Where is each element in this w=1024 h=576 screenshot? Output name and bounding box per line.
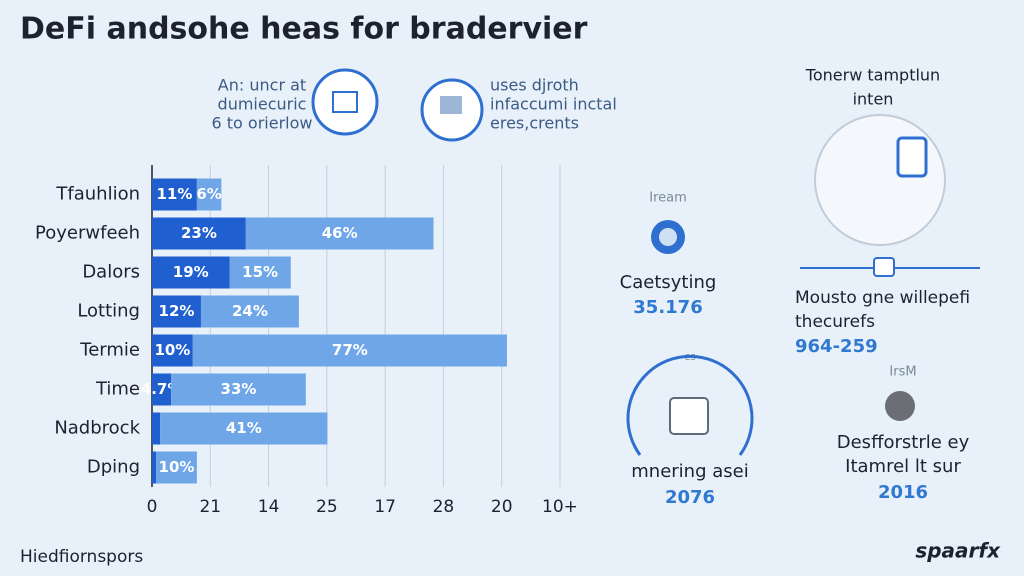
bar-segment — [192, 334, 507, 367]
value-label: 33% — [221, 380, 257, 398]
callout-line: infaccumi inctal — [490, 95, 617, 114]
value-label: 77% — [332, 341, 368, 359]
stat-value: 2076 — [665, 487, 715, 508]
value-label: 11% — [156, 185, 192, 203]
stat-tag: Iream — [649, 191, 687, 206]
bar-segment — [152, 256, 230, 289]
stat-label: Itamrel lt sur — [845, 456, 961, 477]
icon-glyph — [332, 91, 358, 113]
icon — [885, 391, 915, 421]
callout: An: uncr at dumiecuric 6 to orierlow — [212, 68, 379, 136]
value-label: 10% — [154, 341, 190, 359]
stat-label: mnering asei — [631, 461, 748, 482]
stat-label: Desfforstrle ey — [837, 432, 970, 453]
y-tick-label: Lotting — [77, 301, 140, 322]
value-label: 12% — [159, 302, 195, 320]
bar-segment — [229, 256, 291, 289]
bar-chart: 0 21 14 25 17 28 20 10+ Tfauhlion 11% 6% Poyerwfeeh… — [35, 165, 578, 517]
icon-ring — [626, 354, 754, 456]
x-tick-label: 20 — [491, 497, 513, 517]
y-tick-label: Dalors — [82, 262, 140, 283]
y-tick-label: Dping — [87, 457, 140, 478]
stat-heading: inten — [853, 90, 894, 109]
y-tick-label: Nadbrock — [54, 418, 140, 439]
callout-line: uses djroth — [490, 76, 579, 95]
bar-segment — [152, 217, 246, 250]
callout-line: eres,crents — [490, 114, 579, 133]
bar-segment — [196, 178, 222, 211]
x-tick-label: 10+ — [542, 497, 578, 517]
title: DeFi andsohe heas for bradervier — [20, 12, 588, 47]
stat-label: thecurefs — [795, 312, 875, 332]
footer-brand: spaarfx — [915, 539, 1001, 563]
stat-value: 35.176 — [633, 297, 702, 318]
value-label: 46% — [322, 224, 358, 242]
icon-glyph — [659, 228, 677, 246]
x-tick-label: 21 — [199, 497, 221, 517]
callout-line: 6 to orierlow — [212, 114, 313, 133]
value-label: 6% — [196, 185, 221, 203]
icon-glyph — [896, 136, 928, 178]
stat-label: Mousto gne willepefi — [795, 288, 970, 308]
callout: uses djroth infaccumi inctal eres,crents — [420, 76, 617, 142]
value-label: 23% — [181, 224, 217, 242]
y-tick-label: Tfauhlion — [55, 184, 140, 205]
x-tick-label: 17 — [374, 497, 396, 517]
bar-segment — [200, 295, 299, 328]
callout-line: dumiecuric — [218, 95, 307, 114]
stat-label: Caetsyting — [620, 272, 717, 293]
footer-source: Hiedfiornspors — [20, 547, 143, 567]
value-label: 15% — [242, 263, 278, 281]
stat-value: 2016 — [878, 482, 928, 503]
stat-value: 964-259 — [795, 336, 878, 357]
x-tick-label: 14 — [258, 497, 280, 517]
bar-segment — [152, 373, 172, 406]
bar-segment — [152, 295, 201, 328]
value-label: 10% — [159, 458, 195, 476]
callout-line: An: uncr at — [218, 76, 306, 95]
x-tick-label: 28 — [433, 497, 455, 517]
bar-segment — [152, 178, 197, 211]
bar-segment — [152, 451, 157, 484]
icon-ring — [814, 114, 946, 246]
icon-glyph — [440, 96, 462, 114]
y-tick-label: Time — [95, 379, 140, 400]
value-label: 24% — [232, 302, 268, 320]
icon-glyph — [669, 397, 709, 435]
bar-segment — [160, 412, 328, 445]
stat-tag: IrsM — [889, 365, 916, 380]
stat-heading: Tonerw tamptlun — [805, 66, 940, 85]
y-tick-label: Termie — [79, 340, 140, 361]
x-tick-label: 25 — [316, 497, 338, 517]
bar-segment — [171, 373, 306, 406]
bar-segment — [152, 412, 161, 445]
icon — [311, 68, 379, 136]
bar-segment — [152, 334, 193, 367]
bar-segment — [156, 451, 197, 484]
x-tick-label: 0 — [147, 497, 158, 517]
value-label: 41% — [226, 419, 262, 437]
y-tick-label: Poyerwfeeh — [35, 223, 140, 244]
icon-glyph — [873, 257, 895, 277]
value-label: 19% — [173, 263, 209, 281]
bar-segment — [245, 217, 434, 250]
